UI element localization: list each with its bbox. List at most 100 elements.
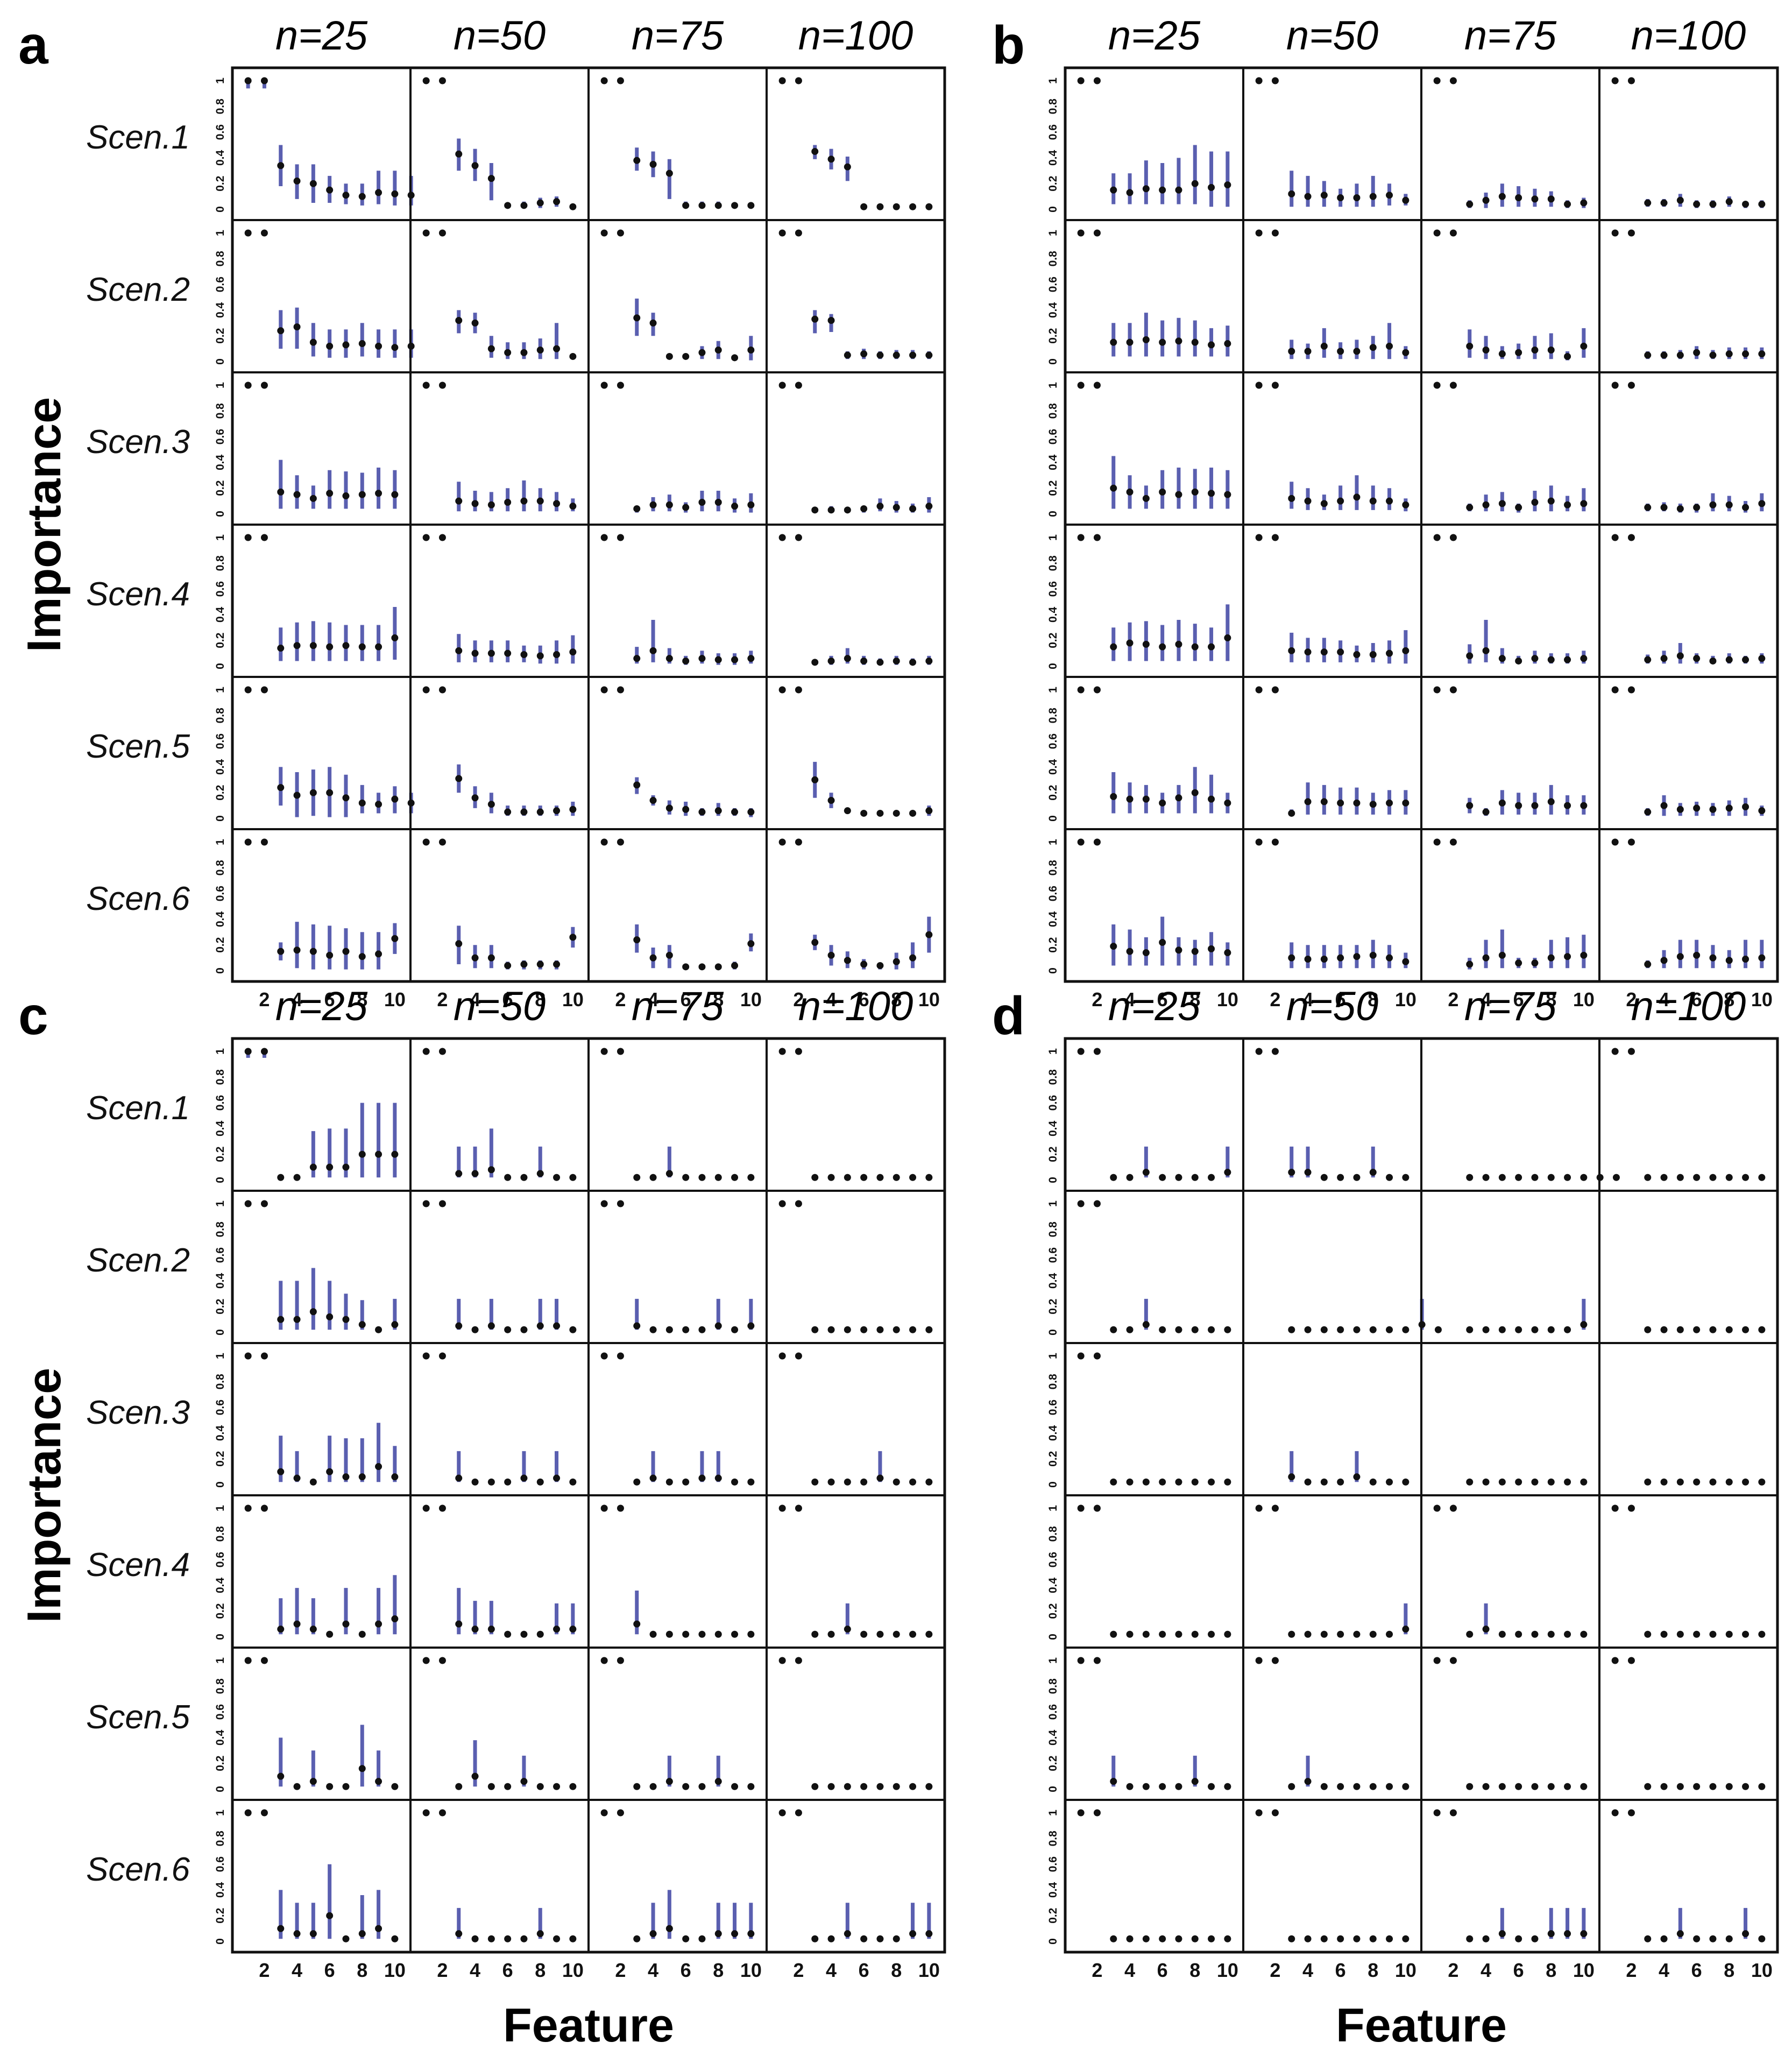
facet-cell	[766, 524, 946, 678]
data-point	[1110, 1174, 1117, 1181]
facet-cell	[1420, 219, 1600, 373]
data-point	[1515, 1326, 1522, 1333]
data-point	[1482, 1935, 1490, 1942]
data-point	[438, 229, 446, 237]
data-point	[1515, 802, 1522, 809]
data-point	[1482, 1326, 1490, 1333]
data-point	[714, 1474, 722, 1482]
y-tick-label: 0.2	[214, 785, 226, 801]
facet-cell	[1064, 676, 1244, 830]
data-point	[1466, 652, 1474, 660]
data-point	[731, 1326, 739, 1333]
data-point	[617, 1200, 624, 1207]
data-point	[293, 1316, 301, 1323]
data-point	[844, 351, 851, 359]
y-tick-label: 0	[1047, 1938, 1059, 1945]
data-point	[665, 169, 673, 177]
data-point	[1288, 809, 1295, 817]
data-point	[1693, 655, 1701, 662]
data-point	[1271, 229, 1279, 237]
data-point	[244, 686, 252, 694]
data-point	[260, 77, 268, 84]
data-point	[1466, 1783, 1474, 1790]
data-point	[1758, 1935, 1766, 1942]
data-point	[1304, 348, 1312, 355]
data-point	[876, 1326, 884, 1333]
y-tick-label: 1	[1047, 77, 1059, 84]
facet-cell	[1064, 1494, 1244, 1649]
data-point	[326, 186, 334, 194]
column-title: n=100	[798, 13, 913, 59]
data-point	[1676, 505, 1684, 512]
data-point	[1159, 1630, 1166, 1638]
data-point	[1208, 341, 1215, 349]
data-point	[1077, 229, 1085, 237]
data-point	[778, 686, 786, 694]
y-tick-label: 0.8	[214, 1526, 226, 1542]
data-point	[1515, 1174, 1522, 1181]
data-point	[1353, 1630, 1361, 1638]
data-point	[778, 534, 786, 541]
facet-cell	[587, 1190, 768, 1344]
facet-cell	[766, 1494, 946, 1649]
data-point	[1709, 1630, 1717, 1638]
data-point	[1271, 1504, 1279, 1512]
data-point	[1208, 1783, 1215, 1790]
data-point	[1627, 77, 1635, 84]
data-point	[778, 838, 786, 846]
y-tick-label: 0.6	[214, 1704, 226, 1720]
data-point	[1758, 807, 1766, 815]
data-point	[714, 807, 722, 815]
data-point	[487, 801, 495, 808]
data-point	[1693, 200, 1701, 208]
data-point	[326, 789, 334, 796]
x-tick-label: 10	[384, 988, 406, 1011]
data-point	[844, 1478, 851, 1486]
data-point	[1402, 1478, 1409, 1486]
data-point	[1255, 1657, 1263, 1664]
data-point	[1369, 801, 1377, 808]
data-point	[876, 1783, 884, 1790]
data-point	[811, 1783, 819, 1790]
data-point	[520, 202, 528, 209]
x-tick-label: 10	[740, 988, 762, 1011]
data-point	[1159, 338, 1166, 346]
facet-cell	[409, 676, 590, 830]
facet-cell	[766, 1190, 946, 1344]
data-point	[909, 505, 917, 512]
y-tick-label: 0	[1047, 1634, 1059, 1640]
data-point	[1271, 1048, 1279, 1055]
y-tick-label: 0.4	[1047, 1273, 1059, 1289]
data-point	[633, 157, 641, 164]
data-point	[471, 319, 479, 327]
facet-cell	[1064, 1037, 1244, 1192]
facet-cell	[1598, 1037, 1779, 1192]
data-point	[1676, 806, 1684, 813]
facet-cell	[1598, 524, 1779, 678]
data-point	[1320, 1783, 1328, 1790]
data-point	[1175, 640, 1182, 648]
x-tick-label: 4	[292, 1959, 302, 1981]
data-point	[277, 488, 285, 496]
data-point	[1515, 1630, 1522, 1638]
data-point	[1077, 1200, 1085, 1207]
data-point	[520, 349, 528, 356]
data-point	[1433, 1809, 1441, 1817]
data-point	[665, 1478, 673, 1486]
data-point	[487, 649, 495, 657]
data-point	[277, 327, 285, 335]
data-point	[731, 354, 739, 362]
data-point	[1693, 1783, 1701, 1790]
y-tick-label: 1	[214, 839, 226, 845]
data-point	[1208, 1326, 1215, 1333]
data-point	[682, 1783, 690, 1790]
data-point	[1466, 1326, 1474, 1333]
y-tick-label: 0.8	[1047, 1526, 1059, 1542]
data-point	[569, 1478, 577, 1486]
data-point	[1304, 1935, 1312, 1942]
data-point	[438, 381, 446, 389]
y-tick-label: 0.4	[1047, 454, 1059, 470]
data-point	[682, 504, 690, 511]
data-point	[1482, 808, 1490, 816]
data-point	[1386, 1174, 1393, 1181]
